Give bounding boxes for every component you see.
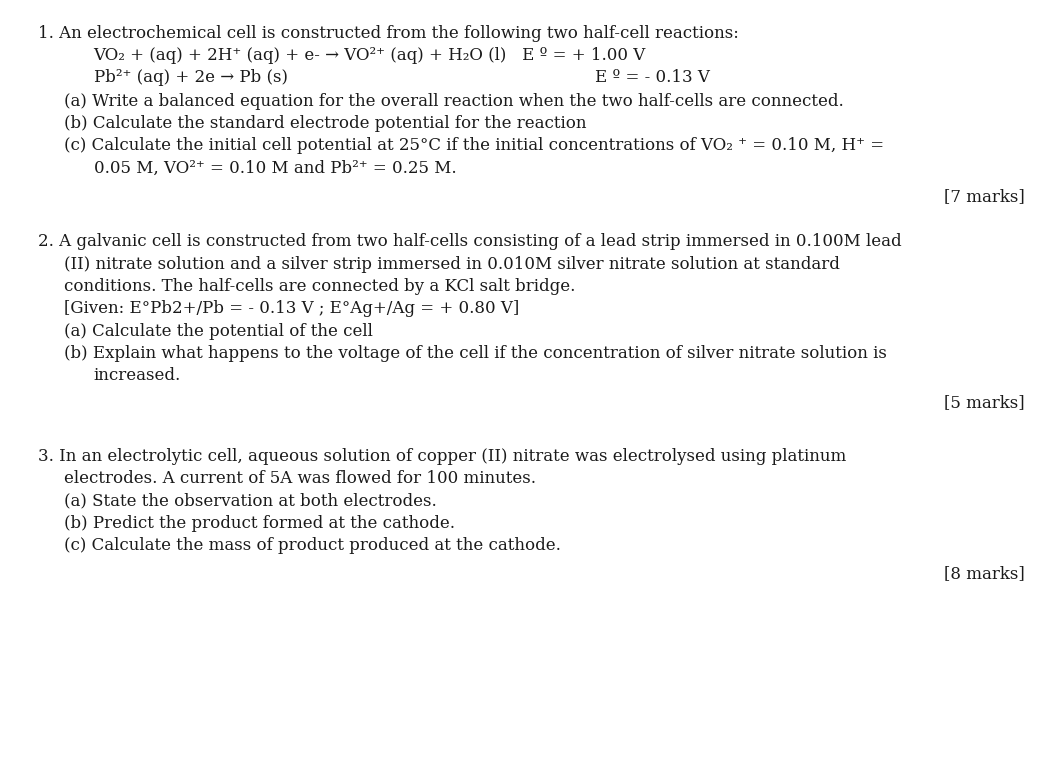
Text: 2. A galvanic cell is constructed from two half-cells consisting of a lead strip: 2. A galvanic cell is constructed from t…	[38, 233, 901, 250]
Text: (c) Calculate the mass of product produced at the cathode.: (c) Calculate the mass of product produc…	[64, 537, 560, 554]
Text: [8 marks]: [8 marks]	[944, 565, 1025, 582]
Text: increased.: increased.	[94, 367, 181, 384]
Text: (b) Calculate the standard electrode potential for the reaction: (b) Calculate the standard electrode pot…	[64, 115, 587, 132]
Text: [5 marks]: [5 marks]	[944, 394, 1025, 411]
Text: [Given: E°Pb2+/Pb = - 0.13 V ; E°Ag+/Ag = + 0.80 V]: [Given: E°Pb2+/Pb = - 0.13 V ; E°Ag+/Ag …	[64, 300, 519, 317]
Text: 3. In an electrolytic cell, aqueous solution of copper (II) nitrate was electrol: 3. In an electrolytic cell, aqueous solu…	[38, 448, 846, 465]
Text: VO₂ + (aq) + 2H⁺ (aq) + e- → VO²⁺ (aq) + H₂O (l)   E º = + 1.00 V: VO₂ + (aq) + 2H⁺ (aq) + e- → VO²⁺ (aq) +…	[94, 47, 646, 64]
Text: (a) State the observation at both electrodes.: (a) State the observation at both electr…	[64, 493, 437, 510]
Text: (b) Explain what happens to the voltage of the cell if the concentration of silv: (b) Explain what happens to the voltage …	[64, 345, 887, 362]
Text: (a) Calculate the potential of the cell: (a) Calculate the potential of the cell	[64, 323, 373, 340]
Text: 0.05 M, VO²⁺ = 0.10 M and Pb²⁺ = 0.25 M.: 0.05 M, VO²⁺ = 0.10 M and Pb²⁺ = 0.25 M.	[94, 160, 456, 177]
Text: [7 marks]: [7 marks]	[944, 188, 1025, 205]
Text: E º = - 0.13 V: E º = - 0.13 V	[595, 69, 710, 86]
Text: (b) Predict the product formed at the cathode.: (b) Predict the product formed at the ca…	[64, 515, 455, 532]
Text: Pb²⁺ (aq) + 2e → Pb (s): Pb²⁺ (aq) + 2e → Pb (s)	[94, 69, 288, 86]
Text: conditions. The half-cells are connected by a KCl salt bridge.: conditions. The half-cells are connected…	[64, 278, 575, 295]
Text: electrodes. A current of 5A was flowed for 100 minutes.: electrodes. A current of 5A was flowed f…	[64, 470, 536, 487]
Text: 1. An electrochemical cell is constructed from the following two half-cell react: 1. An electrochemical cell is constructe…	[38, 25, 739, 42]
Text: (c) Calculate the initial cell potential at 25°C if the initial concentrations o: (c) Calculate the initial cell potential…	[64, 137, 884, 154]
Text: (a) Write a balanced equation for the overall reaction when the two half-cells a: (a) Write a balanced equation for the ov…	[64, 93, 844, 110]
Text: (II) nitrate solution and a silver strip immersed in 0.010M silver nitrate solut: (II) nitrate solution and a silver strip…	[64, 256, 840, 273]
